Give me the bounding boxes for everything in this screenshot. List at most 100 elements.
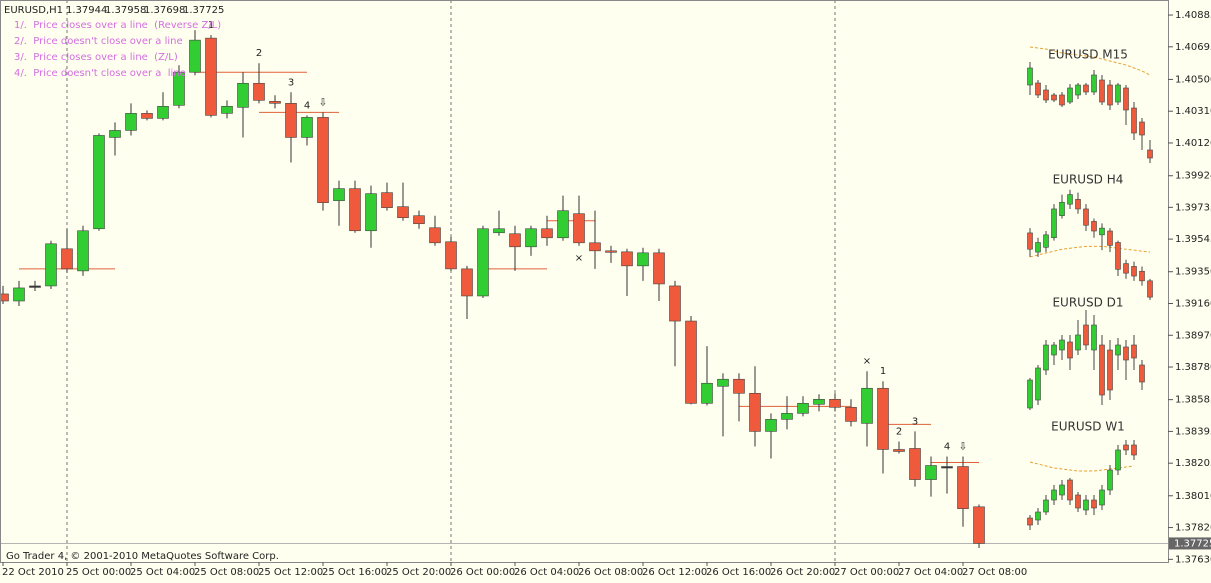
candle-body — [845, 407, 857, 422]
plot-border — [0, 0, 1169, 563]
candle-body — [1051, 344, 1057, 356]
candle-body — [1115, 344, 1121, 356]
annotation: × — [863, 356, 871, 367]
candle-body — [685, 320, 697, 404]
candle-body — [1091, 324, 1097, 351]
candle-body — [1115, 242, 1121, 270]
candle-body — [381, 192, 393, 208]
candle-body — [669, 285, 681, 322]
x-tick-label: 26 Oct 16:00 — [706, 567, 771, 578]
candle-body — [493, 228, 505, 234]
annotation: 4 — [304, 100, 310, 111]
candle-body — [477, 228, 489, 297]
candle-body — [1067, 87, 1073, 103]
y-tick-label: 1.39350 — [1175, 267, 1211, 278]
candle-body — [1147, 280, 1153, 298]
candle-body — [1043, 344, 1049, 371]
x-tick-label: 25 Oct 12:00 — [258, 567, 323, 578]
candle-body — [1083, 208, 1089, 226]
x-tick-label: 26 Oct 04:00 — [514, 567, 579, 578]
price-tag: 1.37725 — [1174, 538, 1211, 549]
x-tick-label: 26 Oct 00:00 — [450, 567, 515, 578]
candle-body — [621, 251, 633, 267]
candle-body — [701, 382, 713, 404]
candle-body — [1083, 324, 1089, 346]
candle-body — [1059, 94, 1065, 106]
candle-body — [1131, 344, 1137, 359]
candle-body — [1059, 339, 1065, 351]
candle-body — [1067, 341, 1073, 359]
candle-body — [1075, 494, 1081, 509]
candle-body — [1139, 364, 1145, 383]
candle-body — [461, 268, 473, 297]
candle-body — [1075, 199, 1081, 210]
candle-body — [1059, 201, 1065, 216]
candle-body — [397, 206, 409, 219]
annotation: ⇩ — [959, 441, 967, 452]
annotation: 3 — [288, 77, 294, 88]
candle-body — [1131, 444, 1137, 456]
moving-average — [1029, 46, 1151, 76]
candle-body — [605, 250, 617, 253]
candle-body — [1083, 84, 1089, 93]
mini-title: EURUSD W1 — [1051, 420, 1125, 434]
price-tag-bg — [1169, 537, 1211, 550]
candle-body — [557, 210, 569, 239]
candle-body — [0, 293, 9, 302]
legend-note: 3/. Price closes over a line (Z/L) — [14, 52, 178, 63]
y-tick-label: 1.38010 — [1175, 491, 1211, 502]
candle-body — [589, 242, 601, 252]
x-tick-label: 27 Oct 08:00 — [962, 567, 1027, 578]
candle-body — [1139, 270, 1145, 282]
copyright: Go Trader 4, © 2001-2010 MetaQuotes Soft… — [6, 551, 279, 562]
candle-body — [109, 130, 121, 138]
y-tick-label: 1.40120 — [1175, 138, 1211, 149]
candle-body — [1123, 263, 1129, 274]
x-tick-label: 25 Oct 04:00 — [130, 567, 195, 578]
candle-body — [1035, 242, 1041, 253]
candle-body — [221, 106, 233, 114]
mini-title: EURUSD M15 — [1048, 48, 1128, 62]
header-low: 1.37698 — [144, 5, 185, 16]
candle-body — [1083, 499, 1089, 511]
candle-body — [1123, 346, 1129, 361]
candle-body — [1123, 87, 1129, 111]
candle-body — [1107, 84, 1113, 106]
moving-average — [1029, 245, 1151, 258]
y-tick-label: 1.39735 — [1175, 202, 1211, 213]
candle-body — [1067, 194, 1073, 205]
candle-body — [1027, 379, 1033, 409]
candle-body — [1067, 479, 1073, 501]
candle-body — [1131, 266, 1137, 277]
candle-body — [45, 243, 57, 287]
candle-body — [333, 188, 345, 201]
candle-body — [1131, 107, 1137, 134]
candle-body — [1115, 449, 1121, 471]
x-tick-label: 26 Oct 08:00 — [578, 567, 643, 578]
candle-body — [1091, 221, 1097, 232]
y-tick-label: 1.39545 — [1175, 234, 1211, 245]
header-open: 1.37944 — [66, 5, 107, 16]
candle-body — [1091, 74, 1097, 93]
x-tick-label: 25 Oct 20:00 — [386, 567, 451, 578]
candle-body — [637, 252, 649, 267]
mini-title: EURUSD D1 — [1052, 296, 1123, 310]
candle-body — [1099, 489, 1105, 506]
candle-body — [93, 135, 105, 230]
candle-body — [301, 117, 313, 138]
candle-body — [1051, 208, 1057, 239]
candle-body — [205, 37, 217, 116]
x-tick-label: 27 Oct 00:00 — [834, 567, 899, 578]
candle-body — [765, 419, 777, 432]
candle-body — [733, 378, 745, 394]
legend-note: 1/. Price closes over a line (Reverse Z/… — [14, 20, 221, 31]
candle-body — [1035, 367, 1041, 401]
candle-body — [125, 113, 137, 131]
candle-body — [1139, 121, 1145, 136]
candle-body — [525, 228, 537, 248]
candle-body — [749, 392, 761, 432]
legend-note: 2/. Price doesn't close over a line — [14, 36, 183, 47]
candle-body — [141, 113, 153, 119]
candle-body — [189, 39, 201, 73]
